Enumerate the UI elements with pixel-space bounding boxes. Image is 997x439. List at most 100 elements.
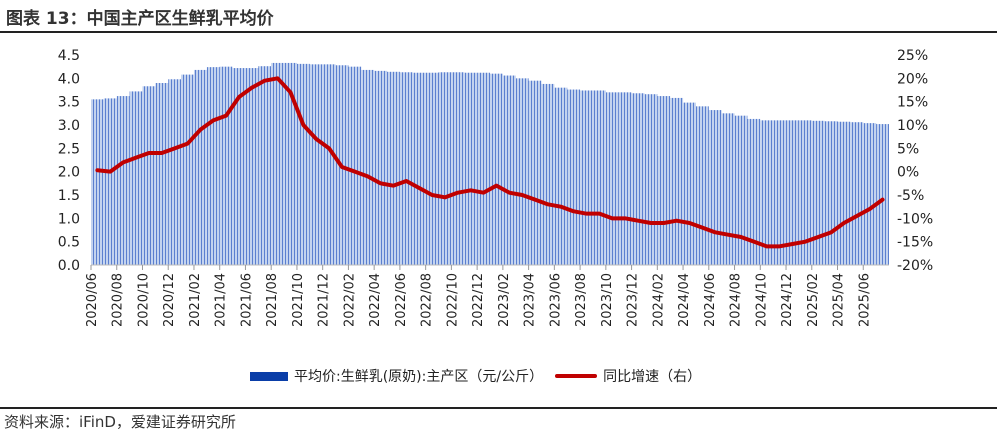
price-bar bbox=[309, 64, 323, 265]
price-bar bbox=[296, 63, 310, 265]
price-bar bbox=[837, 121, 851, 265]
price-bar bbox=[798, 120, 812, 265]
price-bar bbox=[811, 120, 825, 265]
price-bar bbox=[528, 80, 542, 266]
chart-svg: 0.0 0.5 1.0 1.5 2.0 2.5 3.0 3.5 4.0 4.5 -20% -15% -1… bbox=[58, 48, 933, 327]
price-bar bbox=[271, 62, 285, 265]
x-axis-tick-label: 2021/08 bbox=[265, 273, 280, 327]
x-axis-tick-label: 2024/04 bbox=[677, 273, 692, 327]
left-axis-tick-label: 4.0 bbox=[58, 71, 80, 87]
price-bar bbox=[425, 72, 439, 265]
x-axis-tick-label: 2025/06 bbox=[857, 273, 872, 327]
x-axis-tick-label: 2023/10 bbox=[600, 273, 615, 327]
price-bar bbox=[438, 72, 452, 266]
figure-title: 图表 13：中国主产区生鲜乳平均价 bbox=[6, 9, 274, 29]
left-axis-tick-label: 3.5 bbox=[58, 95, 80, 111]
price-bar bbox=[219, 66, 233, 266]
left-axis-tick-label: 2.0 bbox=[58, 165, 80, 181]
x-axis-tick-label: 2021/02 bbox=[188, 273, 203, 327]
price-bar bbox=[670, 97, 684, 265]
price-bar bbox=[773, 120, 787, 265]
price-bar bbox=[605, 92, 619, 265]
x-axis-tick-label: 2022/04 bbox=[368, 273, 383, 327]
price-bar bbox=[490, 73, 503, 266]
price-bar bbox=[399, 72, 413, 266]
price-bar bbox=[464, 72, 478, 265]
price-bar bbox=[374, 70, 388, 265]
price-bar bbox=[631, 93, 645, 266]
price-bar bbox=[451, 72, 465, 266]
price-bar bbox=[502, 75, 516, 266]
price-bar bbox=[181, 74, 194, 265]
left-axis-tick-label: 3.0 bbox=[58, 118, 80, 134]
price-bar bbox=[747, 118, 761, 265]
source-note: 资料来源：iFinD，爱建证券研究所 bbox=[4, 413, 236, 431]
price-bar bbox=[477, 72, 490, 265]
price-bar bbox=[103, 98, 117, 266]
x-axis-tick-label: 2020/12 bbox=[162, 273, 177, 327]
price-bar bbox=[348, 66, 362, 266]
price-bar bbox=[322, 64, 336, 265]
x-axis-tick-label: 2022/06 bbox=[394, 273, 409, 327]
x-axis-tick-label: 2021/04 bbox=[214, 273, 229, 327]
price-bar bbox=[695, 106, 709, 265]
price-bar bbox=[284, 62, 297, 265]
left-axis-tick-label: 0.5 bbox=[58, 235, 80, 251]
legend-swatch-price bbox=[250, 371, 288, 381]
left-axis-tick-label: 4.5 bbox=[58, 48, 80, 64]
price-bar bbox=[116, 96, 130, 265]
price-bar bbox=[618, 92, 632, 265]
price-bar bbox=[142, 86, 156, 266]
price-bar bbox=[683, 102, 696, 265]
left-axis-tick-label: 1.5 bbox=[58, 188, 80, 204]
right-axis-tick-label: 25% bbox=[897, 48, 928, 64]
x-axis-tick-label: 2023/08 bbox=[574, 273, 589, 327]
x-axis-tick-label: 2024/08 bbox=[729, 273, 744, 327]
price-bar bbox=[721, 113, 735, 265]
left-axis-tick-label: 2.5 bbox=[58, 141, 80, 157]
x-axis-tick-label: 2021/12 bbox=[317, 273, 332, 327]
price-bar bbox=[863, 123, 877, 265]
right-axis-tick-label: 20% bbox=[897, 71, 928, 87]
right-axis-tick-label: 0% bbox=[897, 165, 919, 181]
price-bar bbox=[515, 78, 529, 265]
price-bar bbox=[708, 110, 722, 265]
x-axis-tick-label: 2020/08 bbox=[111, 273, 126, 327]
price-bar bbox=[824, 121, 838, 266]
price-bar bbox=[567, 89, 581, 266]
right-axis-tick-label: 15% bbox=[897, 95, 928, 111]
price-bar bbox=[193, 69, 207, 265]
x-axis-tick-label: 2025/02 bbox=[806, 273, 821, 327]
x-axis-tick-label: 2024/02 bbox=[651, 273, 666, 327]
price-bar bbox=[232, 68, 246, 265]
price-bar bbox=[580, 90, 593, 265]
right-axis-tick-label: -10% bbox=[897, 211, 933, 227]
price-bar bbox=[644, 94, 658, 265]
left-axis-tick-label: 1.0 bbox=[58, 211, 80, 227]
x-axis-tick-label: 2023/12 bbox=[626, 273, 641, 327]
price-bar bbox=[657, 96, 671, 265]
source-divider bbox=[0, 407, 997, 409]
x-axis-tick-label: 2023/02 bbox=[497, 273, 512, 327]
right-axis-tick-label: 10% bbox=[897, 118, 928, 134]
price-bar bbox=[245, 68, 259, 265]
price-bar bbox=[554, 87, 568, 266]
price-bar bbox=[168, 79, 182, 266]
price-bar bbox=[129, 91, 143, 266]
x-axis-tick-label: 2023/04 bbox=[523, 273, 538, 327]
price-bar bbox=[155, 83, 169, 265]
x-axis-tick-label: 2021/06 bbox=[239, 273, 254, 327]
legend-label-yoy: 同比增速（右） bbox=[603, 369, 702, 385]
price-bar bbox=[850, 122, 864, 265]
right-axis-tick-label: 5% bbox=[897, 141, 919, 157]
left-axis-tick-label: 0.0 bbox=[58, 258, 80, 274]
price-bar bbox=[786, 120, 799, 265]
x-axis-tick-label: 2022/10 bbox=[445, 273, 460, 327]
x-axis-tick-label: 2020/10 bbox=[136, 273, 151, 327]
right-axis-tick-label: -20% bbox=[897, 258, 933, 274]
price-bar bbox=[361, 69, 375, 265]
right-axis-tick-label: -5% bbox=[897, 188, 924, 204]
price-bar bbox=[760, 120, 774, 265]
x-axis-tick-label: 2021/10 bbox=[291, 273, 306, 327]
